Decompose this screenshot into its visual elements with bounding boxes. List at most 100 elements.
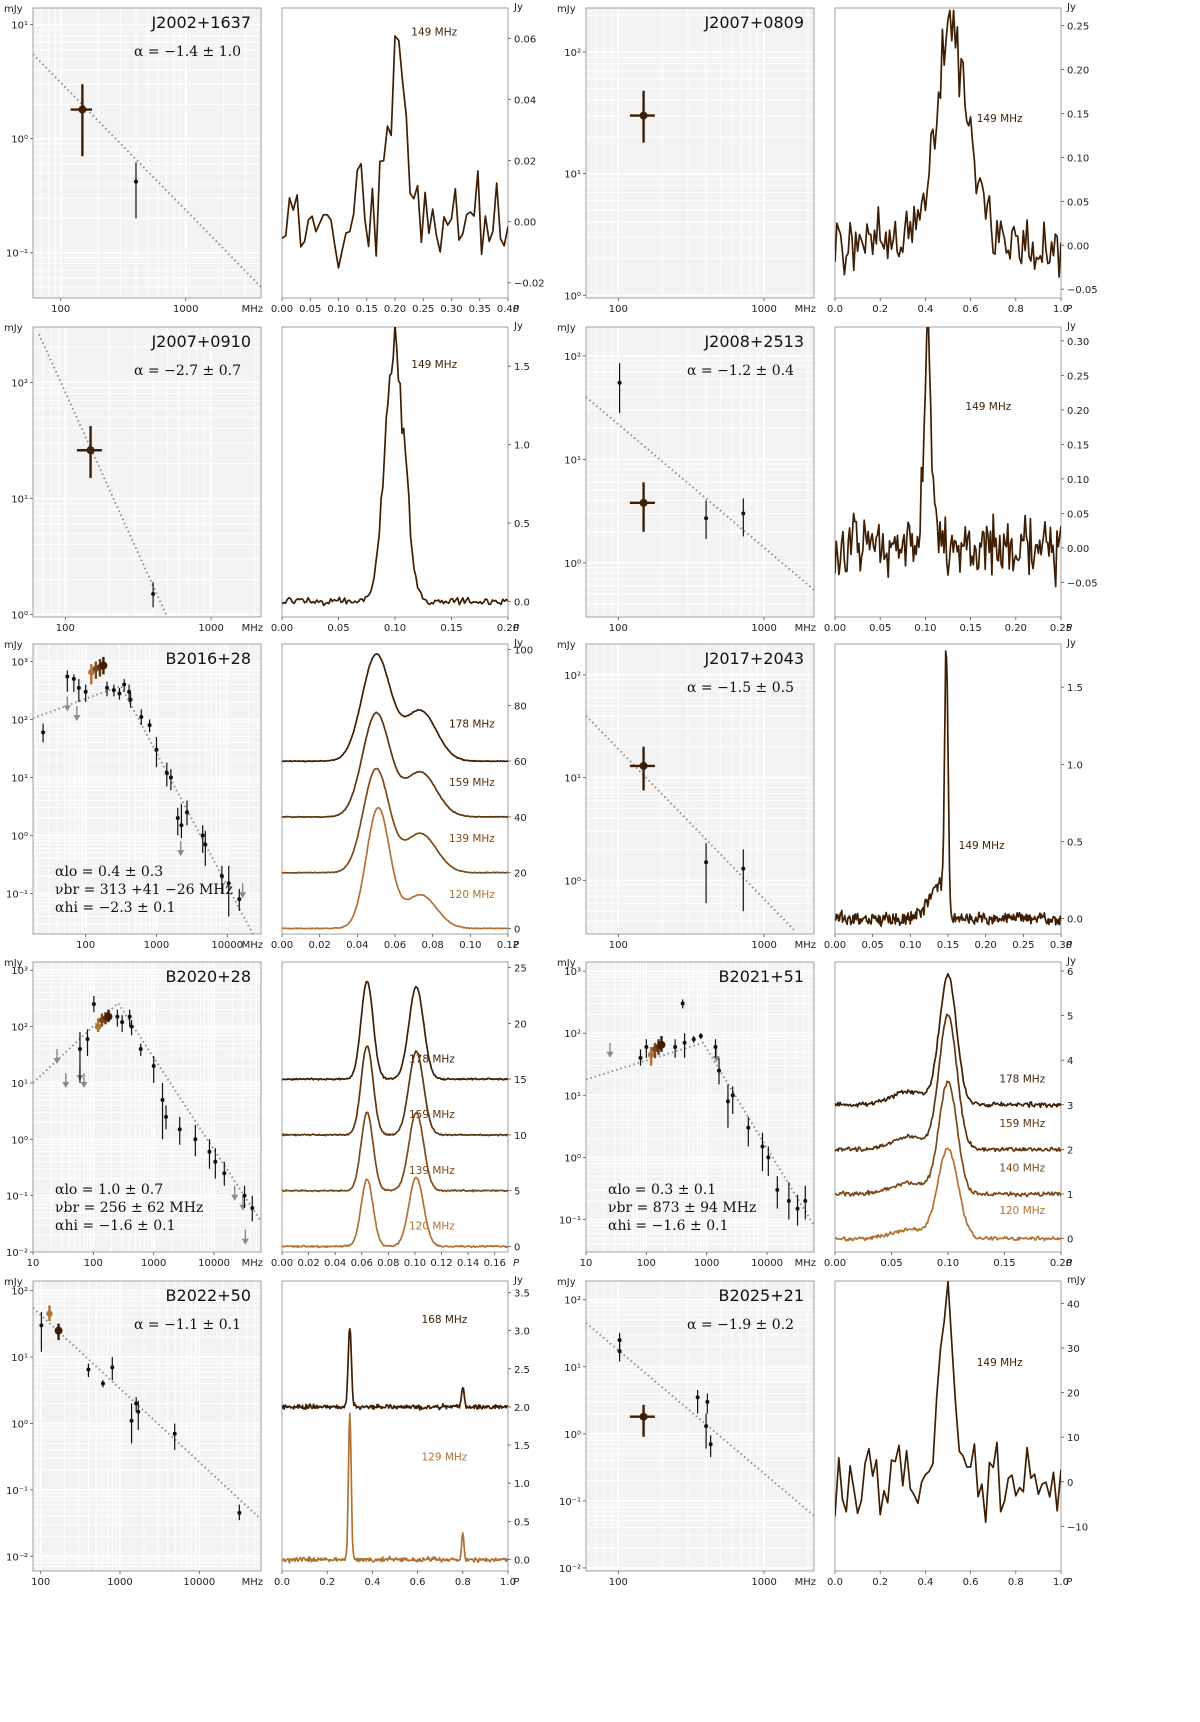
frequency-label: 178 MHz [999, 1073, 1045, 1085]
sed-gridlines [33, 644, 261, 934]
data-point [88, 669, 95, 676]
data-point [795, 1206, 800, 1211]
profile-ytick-label: 1 [1067, 1190, 1073, 1201]
data-point [65, 674, 70, 679]
profile-xtick-label: 0.00 [824, 1258, 846, 1269]
sed-xtick-label: 1000 [751, 1577, 776, 1588]
profile-xtick-label: 0.6 [410, 1577, 426, 1588]
profile-xtick-label: 0.4 [917, 304, 933, 315]
fit-parameter-label: αlo = 1.0 ± 0.7 [55, 1182, 163, 1198]
data-point [120, 1020, 125, 1025]
sed-xtick-label: 1000 [751, 623, 776, 634]
sed-ytick-label: 10⁰ [11, 1135, 28, 1146]
sed-xtick-label: 100 [51, 304, 70, 315]
sed-ytick-label: 10⁰ [564, 1153, 581, 1164]
profile-x-unit: P [513, 1577, 520, 1588]
frequency-label: 149 MHz [959, 840, 1005, 852]
profile-trace [282, 980, 508, 1081]
spectral-index-label: α = −1.1 ± 0.1 [134, 1317, 241, 1333]
profile-xtick-label: 0.06 [384, 940, 406, 951]
data-point [78, 105, 87, 114]
pulsar-name: J2007+0809 [703, 13, 804, 32]
sed-xtick-label: 10 [27, 1258, 40, 1269]
profile-ytick-label: −0.05 [1067, 285, 1098, 296]
pulsar-block-B2020+28: 10 100 1000 1000010⁻²10⁻¹10⁰10¹10²10³MHzmJy… [4, 958, 527, 1269]
sed-frame [585, 7, 815, 299]
profile-xtick-label: 1.0 [500, 1577, 516, 1588]
sed-ytick-label: 10¹ [564, 455, 581, 466]
fit-parameter-label: νbr = 313 +41 −26 MHz [55, 882, 233, 898]
fit-line [586, 1041, 814, 1227]
data-point [127, 1014, 132, 1019]
data-point [222, 1171, 227, 1176]
profile-xtick-label: 0.0 [827, 1577, 843, 1588]
profile-trace [282, 1412, 508, 1564]
upper-limit-arrow [231, 1194, 239, 1201]
profile-trace [282, 711, 508, 819]
profile-ytick-label: 20 [1067, 1389, 1080, 1400]
sed-ytick-label: 10² [11, 1287, 28, 1298]
data-point [717, 1068, 722, 1073]
data-point [117, 691, 122, 696]
upper-limit-arrow [80, 1082, 88, 1089]
sed-y-unit: mJy [557, 1277, 576, 1288]
sed-gridlines [586, 962, 814, 1252]
profile-xtick-label: 0.4 [364, 1577, 380, 1588]
sed-frame [32, 961, 262, 1253]
sed-ytick-label: 10¹ [564, 1091, 581, 1102]
pulsar-block-J2008+2513: 100 1000 10⁰ 10¹ 10² MHz mJy J2008+2513 α = −1.2… [557, 321, 1098, 634]
profile-frame [281, 1280, 509, 1572]
profile-xtick-label: 0.0 [827, 304, 843, 315]
profile-xtick-label: 0.10 [914, 623, 936, 634]
profile-ytick-label: 0.10 [1067, 153, 1089, 164]
profile-xtick-label: 0.40 [497, 304, 519, 315]
sed-ytick-label: 10¹ [11, 773, 28, 784]
profile-xtick-label: 0.20 [1005, 623, 1027, 634]
sed-ytick-label: 10¹ [564, 774, 581, 785]
data-point [85, 1037, 90, 1042]
sed-ytick-label: 10² [564, 48, 581, 59]
data-point [184, 810, 189, 815]
profile-ytick-label: 20 [514, 1019, 527, 1030]
frequency-label: 149 MHz [965, 401, 1011, 413]
profile-y-unit: Jy [1066, 321, 1076, 332]
profile-trace [282, 1176, 508, 1249]
profile-ytick-label: 0.30 [1067, 337, 1089, 348]
data-point [704, 1424, 709, 1429]
pulsar-block-B2021+51: 10 100 1000 1000010⁻¹10⁰10¹10²10³MHzmJyB202… [557, 956, 1076, 1269]
pulsar-block-B2022+50: 100 1000 10000 10⁻² 10⁻¹ 10⁰ 10¹ 10² MHz mJy B2022… [4, 1275, 530, 1588]
profile-xtick-label: 0.06 [351, 1258, 373, 1269]
profile-y-unit: Jy [1066, 638, 1076, 649]
sed-frame [32, 7, 262, 299]
profile-x-unit: P [513, 623, 520, 634]
sed-background [33, 327, 261, 617]
data-point [657, 1040, 666, 1049]
profile-y-unit: Jy [1066, 2, 1076, 13]
profile-ytick-label: 0.05 [1067, 509, 1089, 520]
profile-xtick-label: 0.14 [457, 1258, 479, 1269]
data-point [128, 697, 133, 702]
data-point [698, 1034, 703, 1039]
profile-ytick-label: 0.20 [1067, 66, 1089, 77]
sed-ytick-label: 10¹ [11, 21, 28, 32]
frequency-label: 178 MHz [449, 719, 495, 731]
profile-ytick-label: 0.05 [1067, 197, 1089, 208]
fit-parameter-label: αlo = 0.3 ± 0.1 [608, 1182, 716, 1198]
sed-y-unit: mJy [4, 640, 23, 651]
data-point [83, 689, 88, 694]
data-point [775, 1187, 780, 1192]
data-point [175, 816, 180, 820]
profile-ytick-label: 3.5 [514, 1288, 530, 1299]
frequency-label: 149 MHz [977, 113, 1023, 125]
profile-x-unit: P [1066, 304, 1073, 315]
profile-xtick-label: 0.20 [384, 304, 406, 315]
data-point [100, 1381, 105, 1386]
data-point [139, 715, 144, 720]
pulsar-name: B2020+28 [166, 967, 251, 986]
sed-ytick-label: 10⁻¹ [6, 1486, 28, 1497]
profile-ytick-label: 40 [514, 813, 527, 824]
data-point [200, 833, 205, 838]
profile-ytick-label: 1.5 [1067, 683, 1083, 694]
